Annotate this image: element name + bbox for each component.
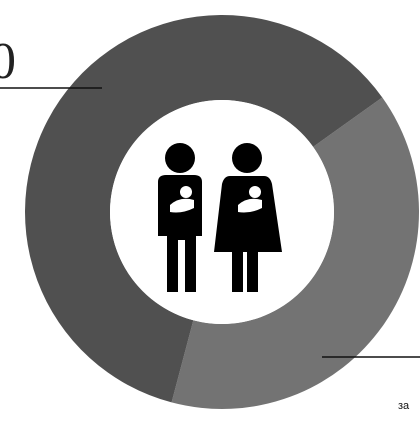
left-value-label: 0 [0,33,16,90]
donut-slice-0 [24,14,383,403]
donut-slices [24,14,419,409]
family-parents-with-babies-icon [158,143,282,292]
donut-slice-1 [171,97,419,409]
right-caption: за [398,400,410,412]
